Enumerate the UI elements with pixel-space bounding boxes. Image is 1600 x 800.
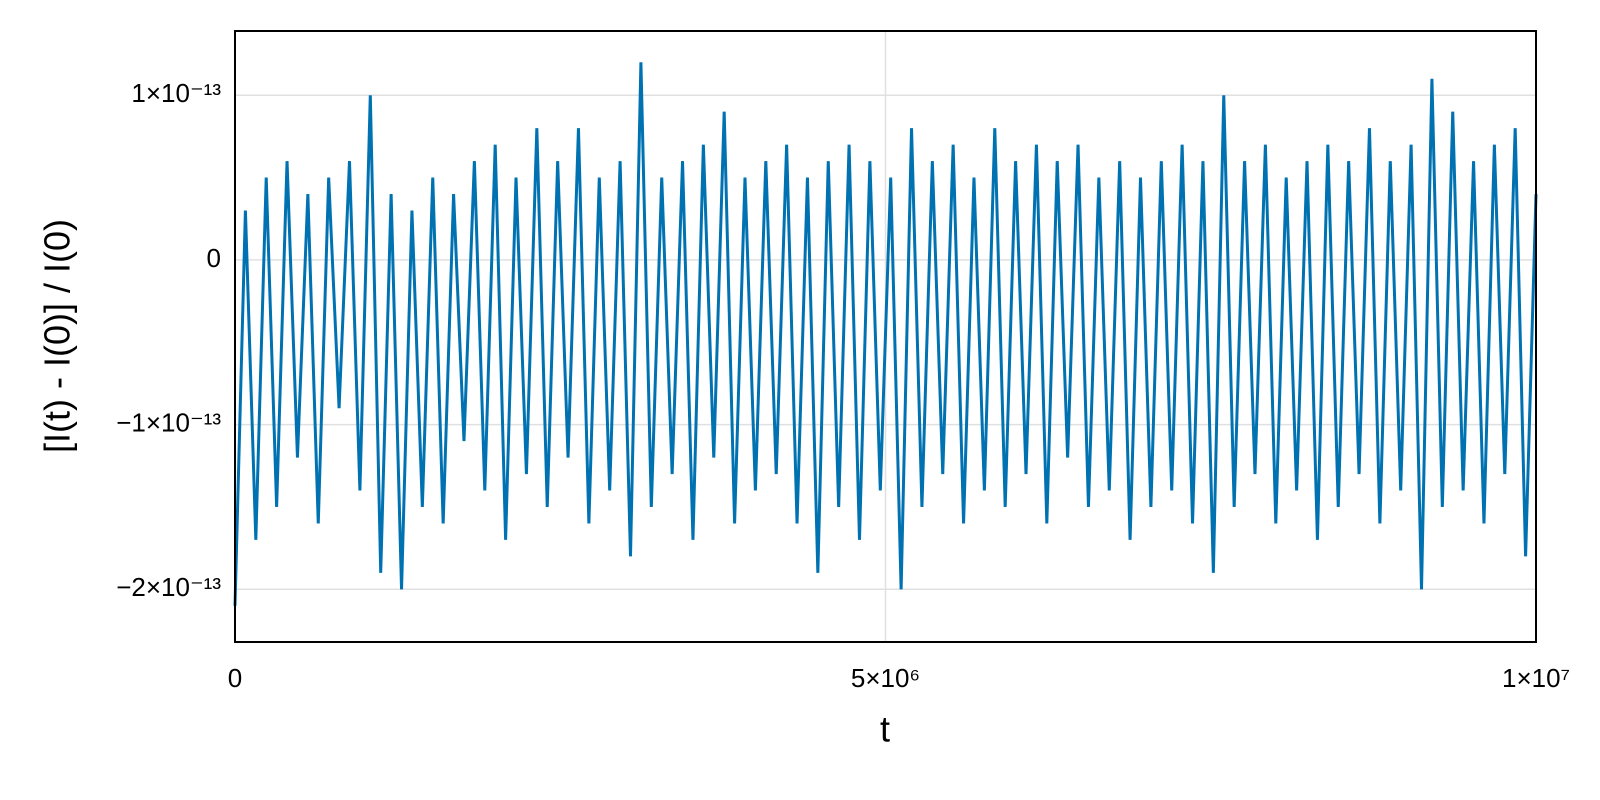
y-tick-label: 1×10⁻¹³ [131, 78, 221, 108]
y-tick-label: −1×10⁻¹³ [116, 407, 221, 437]
x-tick-label: 1×10⁷ [1502, 663, 1570, 693]
data-line [233, 62, 1538, 606]
x-tick-label: 0 [228, 663, 242, 693]
plot-frame [234, 30, 1537, 643]
x-axis-label: t [880, 709, 890, 750]
y-tick-label: 0 [207, 243, 221, 273]
y-axis-label: [I(t) - I(0)] / I(0) [37, 219, 78, 453]
y-tick-label: −2×10⁻¹³ [116, 572, 221, 602]
x-tick-label: 5×10⁶ [851, 663, 920, 693]
